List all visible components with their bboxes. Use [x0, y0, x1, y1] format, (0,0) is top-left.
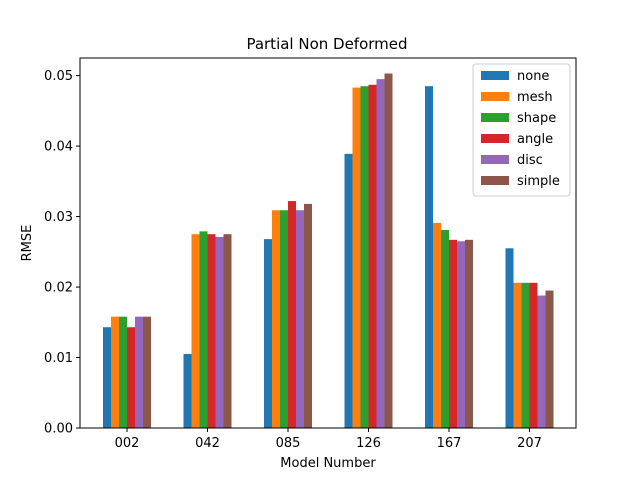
bar-shape-002 — [119, 316, 127, 428]
bar-simple-085 — [304, 203, 312, 428]
bar-mesh-126 — [352, 87, 361, 428]
bar-angle-126 — [368, 84, 377, 428]
legend-swatch-simple — [481, 176, 509, 185]
y-tick-label: 0.04 — [44, 140, 73, 155]
bar-none-126 — [344, 153, 353, 428]
bar-shape-085 — [280, 210, 288, 428]
y-tick-label: 0.02 — [44, 281, 73, 296]
legend-swatch-mesh — [481, 92, 509, 101]
bar-angle-167 — [449, 239, 457, 428]
legend: none mesh shape angle disc simple — [472, 63, 571, 197]
bar-shape-167 — [441, 229, 449, 428]
bar-mesh-002 — [111, 316, 119, 428]
bar-none-002 — [103, 327, 111, 428]
bar-disc-126 — [376, 79, 385, 428]
legend-label-angle: angle — [517, 132, 553, 147]
x-tick-label: 167 — [437, 436, 462, 451]
bar-simple-126 — [384, 73, 393, 428]
y-axis-label: RMSE — [20, 225, 35, 262]
x-tick-label: 207 — [517, 436, 542, 451]
legend-label-disc: disc — [517, 153, 543, 168]
x-tick-label: 042 — [195, 436, 220, 451]
bar-none-207 — [505, 248, 514, 428]
bar-angle-042 — [207, 234, 216, 428]
x-tick-label: 002 — [115, 436, 140, 451]
bar-none-167 — [425, 86, 433, 428]
bar-simple-167 — [465, 239, 473, 428]
legend-label-none: none — [517, 69, 549, 84]
y-tick-label: 0.01 — [44, 351, 73, 366]
chart-title: Partial Non Deformed — [246, 35, 407, 53]
plot-area-frame — [79, 57, 577, 429]
y-tick-label: 0.05 — [44, 69, 73, 84]
x-axis-label: Model Number — [280, 456, 376, 471]
legend-swatch-disc — [481, 155, 509, 164]
legend-swatch-angle — [481, 134, 509, 143]
bar-disc-085 — [296, 210, 304, 428]
bar-none-085 — [264, 239, 272, 428]
y-axis: 0.00 0.01 0.02 0.03 0.04 0.05 — [44, 69, 80, 437]
bar-shape-042 — [199, 231, 208, 428]
y-tick-label: 0.00 — [44, 422, 73, 437]
bars-layer — [103, 73, 554, 428]
y-tick-label: 0.03 — [44, 210, 73, 225]
bar-simple-207 — [545, 290, 554, 428]
bar-shape-126 — [360, 86, 369, 428]
x-tick-label: 126 — [356, 436, 381, 451]
bar-disc-002 — [135, 316, 143, 428]
bar-mesh-167 — [433, 222, 441, 428]
bar-mesh-085 — [272, 210, 280, 428]
bar-angle-085 — [288, 201, 296, 428]
bar-shape-207 — [521, 282, 530, 428]
legend-label-shape: shape — [517, 111, 556, 126]
bar-disc-042 — [215, 237, 224, 428]
bar-simple-042 — [223, 234, 232, 428]
bar-none-042 — [183, 354, 192, 428]
legend-label-mesh: mesh — [517, 90, 553, 105]
legend-swatch-none — [481, 71, 509, 80]
bar-mesh-042 — [191, 234, 200, 428]
bar-angle-207 — [529, 282, 538, 428]
x-tick-label: 085 — [276, 436, 301, 451]
bar-angle-002 — [127, 327, 135, 428]
x-axis: 002 042 085 126 167 207 — [115, 428, 542, 451]
legend-label-simple: simple — [517, 174, 560, 189]
bar-disc-207 — [537, 295, 546, 428]
bar-mesh-207 — [513, 282, 522, 428]
bar-simple-002 — [143, 316, 151, 428]
bar-disc-167 — [457, 241, 465, 428]
legend-swatch-shape — [481, 113, 509, 122]
